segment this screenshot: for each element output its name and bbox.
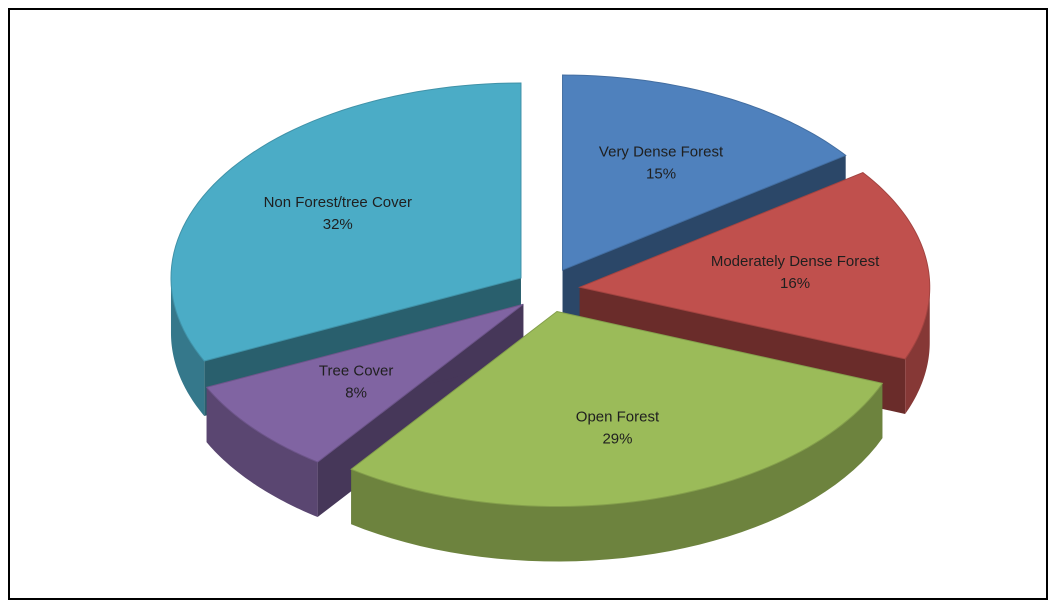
slice — [578, 172, 931, 360]
slice-side — [351, 383, 883, 562]
slice-label: Tree Cover — [319, 362, 393, 379]
slice — [350, 310, 884, 508]
slice-value-label: 32% — [323, 216, 353, 233]
slice-label: Moderately Dense Forest — [711, 253, 880, 270]
slice-label: Non Forest/tree Cover — [264, 194, 412, 211]
slice-side — [905, 287, 930, 414]
slice — [205, 303, 524, 463]
slice-value-label: 8% — [345, 384, 367, 401]
slice-label: Open Forest — [576, 409, 660, 426]
slice-label: Very Dense Forest — [599, 143, 724, 160]
slice — [562, 74, 847, 271]
slice — [170, 82, 522, 362]
slice-value-label: 29% — [602, 431, 632, 448]
slice-value-label: 16% — [780, 275, 810, 292]
slice-side — [206, 387, 318, 518]
slice-side — [170, 277, 205, 417]
slice-value-label: 15% — [646, 165, 676, 182]
